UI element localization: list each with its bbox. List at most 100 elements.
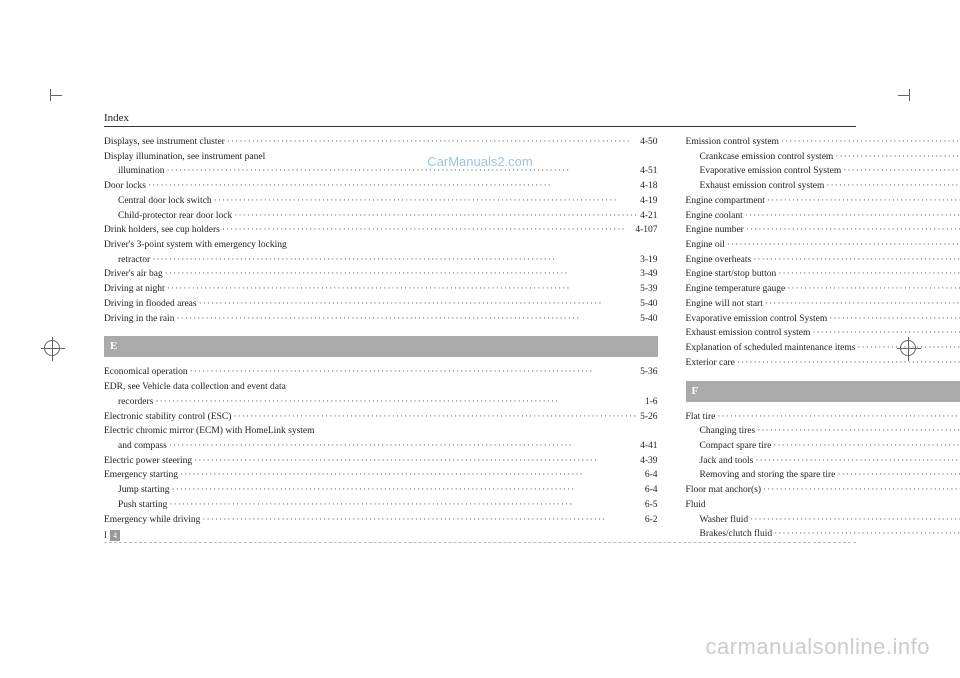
index-entry-label: Exterior care <box>686 356 735 371</box>
dot-leader <box>744 223 960 238</box>
dot-leader <box>200 513 644 528</box>
dot-leader <box>197 297 641 312</box>
index-entry-label: Drink holders, see cup holders <box>104 223 220 238</box>
dot-leader <box>841 164 960 179</box>
index-entry-page: 6-4 <box>645 483 658 498</box>
index-entry-label: Engine temperature gauge <box>686 282 786 297</box>
index-entry: Emergency while driving6-2 <box>104 513 658 528</box>
index-entry-label: illumination <box>118 164 164 179</box>
index-entry: Changing tires6-13 <box>686 424 960 439</box>
index-entry: illumination 4-51 <box>104 164 658 179</box>
index-entry: Explanation of scheduled maintenance ite… <box>686 341 960 356</box>
index-entry: recorders1-6 <box>104 395 658 410</box>
index-entry-label: Engine number <box>686 223 744 238</box>
index-entry-label: Display illumination, see instrument pan… <box>104 150 265 165</box>
index-entry-label: recorders <box>118 395 153 410</box>
index-entry: Driver's air bag3-49 <box>104 267 658 282</box>
index-entry-label: Electric chromic mirror (ECM) with HomeL… <box>104 424 315 439</box>
index-entry-page: 4-18 <box>640 179 657 194</box>
index-entry-page: 3-19 <box>640 253 657 268</box>
index-entry: Driving in flooded areas5-40 <box>104 297 658 312</box>
index-entry-label: Removing and storing the spare tire <box>700 468 836 483</box>
dot-leader <box>748 513 960 528</box>
index-entry-label: Emergency while driving <box>104 513 200 528</box>
index-entry: Exhaust emission control system7-74 <box>686 179 960 194</box>
right-column: Emission control system7-73Crankcase emi… <box>686 135 960 542</box>
index-entry-label: Jack and tools <box>700 454 754 469</box>
index-entry-label: retractor <box>118 253 150 268</box>
index-entry: EDR, see Vehicle data collection and eve… <box>104 380 658 395</box>
dot-leader <box>163 267 640 282</box>
index-entry: Fluid <box>686 498 960 513</box>
index-entry-label: Crankcase emission control system <box>700 150 834 165</box>
index-entry-label: Engine oil <box>686 238 725 253</box>
dot-leader <box>765 194 960 209</box>
index-list-left: Displays, see instrument cluster4-50Disp… <box>104 135 658 326</box>
index-entry-label: Displays, see instrument cluster <box>104 135 225 150</box>
index-entry-label: Exhaust emission control system <box>686 326 811 341</box>
index-entry-label: Driver's air bag <box>104 267 163 282</box>
index-entry-page: 4-41 <box>640 439 657 454</box>
dot-leader <box>779 135 960 150</box>
index-entry: Emission control system7-73 <box>686 135 960 150</box>
index-entry-label: Driver's 3-point system with emergency l… <box>104 238 287 253</box>
index-entry: Compact spare tire6-18 <box>686 439 960 454</box>
index-entry-page: 5-40 <box>640 312 657 327</box>
index-entry-label: Child-protector rear door lock <box>118 209 232 224</box>
index-entry: Driver's 3-point system with emergency l… <box>104 238 658 253</box>
index-entry-page: 4-51 <box>640 164 657 179</box>
index-entry-label: Electronic stability control (ESC) <box>104 410 231 425</box>
dot-leader <box>153 395 645 410</box>
index-entry: Engine number8-7 <box>686 223 960 238</box>
index-entry-label: Economical operation <box>104 365 188 380</box>
index-entry: Door locks 4-18 <box>104 179 658 194</box>
index-entry: Flat tire6-12 <box>686 410 960 425</box>
index-entry: Child-protector rear door lock 4-21 <box>104 209 658 224</box>
index-entry: Emergency starting6-4 <box>104 468 658 483</box>
index-entry-page: 6-4 <box>645 468 658 483</box>
index-entry: Removing and storing the spare tire6-13 <box>686 468 960 483</box>
index-entry: Engine compartment2-4, 7-2 <box>686 194 960 209</box>
index-entry: and compass4-41 <box>104 439 658 454</box>
dot-leader <box>827 312 960 327</box>
dot-leader <box>167 498 645 513</box>
dot-leader <box>735 356 960 371</box>
index-entry-label: Engine overheats <box>686 253 752 268</box>
index-entry-page: 5-26 <box>640 410 657 425</box>
index-entry: Displays, see instrument cluster 4-50 <box>104 135 658 150</box>
dot-leader <box>743 209 960 224</box>
index-entry: Engine temperature gauge4-52 <box>686 282 960 297</box>
index-entry-label: Changing tires <box>700 424 756 439</box>
index-entry-label: Evaporative emission control System <box>700 164 842 179</box>
index-entry-label: Jump starting <box>118 483 169 498</box>
index-entry-label: Door locks <box>104 179 146 194</box>
crop-mark-right <box>898 95 910 96</box>
index-entry-label: Washer fluid <box>700 513 749 528</box>
index-entry-page: 4-50 <box>640 135 657 150</box>
dot-leader <box>232 209 640 224</box>
dot-leader <box>753 454 960 469</box>
index-entry-label: Driving in the rain <box>104 312 174 327</box>
index-entry-label: Explanation of scheduled maintenance ite… <box>686 341 856 356</box>
dot-leader <box>763 297 960 312</box>
index-entry-page: 5-40 <box>640 297 657 312</box>
index-entry: Push starting6-5 <box>104 498 658 513</box>
dot-leader <box>169 483 644 498</box>
section-letter-f: F <box>686 381 960 402</box>
index-entry-label: Exhaust emission control system <box>700 179 825 194</box>
index-entry-page: 4-21 <box>640 209 657 224</box>
index-entry: retractor 3-19 <box>104 253 658 268</box>
index-list-e: Economical operation5-36EDR, see Vehicle… <box>104 365 658 527</box>
crop-mark-left <box>50 95 62 96</box>
dot-leader <box>164 164 640 179</box>
index-entry: Electronic stability control (ESC) 5-26 <box>104 410 658 425</box>
dot-leader <box>755 424 960 439</box>
dot-leader <box>855 341 960 356</box>
dot-leader <box>174 312 640 327</box>
dot-leader <box>231 410 640 425</box>
index-entry: Electric power steering4-39 <box>104 454 658 469</box>
index-entry-page: 5-39 <box>640 282 657 297</box>
index-entry-label: EDR, see Vehicle data collection and eve… <box>104 380 286 395</box>
index-entry: Jump starting 6-4 <box>104 483 658 498</box>
index-entry-label: Engine start/stop button <box>686 267 777 282</box>
